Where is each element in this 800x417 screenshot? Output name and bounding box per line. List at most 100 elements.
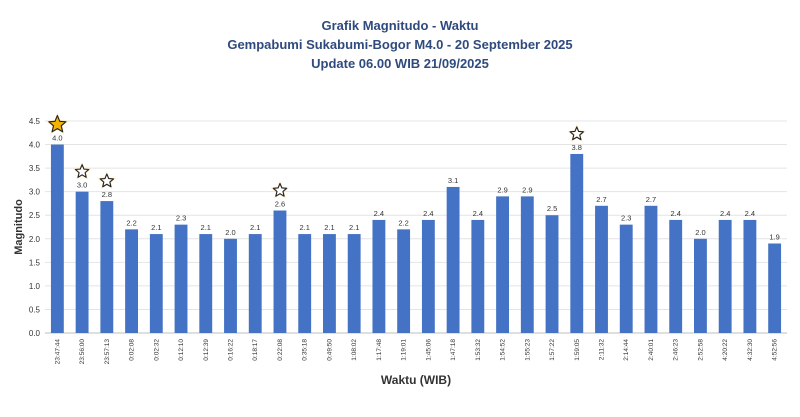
data-label: 2.1 <box>151 223 161 232</box>
data-label: 3.1 <box>448 176 458 185</box>
data-label: 2.1 <box>349 223 359 232</box>
bar <box>125 229 138 333</box>
bar <box>520 196 534 333</box>
data-label: 2.4 <box>745 209 755 218</box>
x-tick-label: 0:12:10 <box>178 339 185 361</box>
x-tick-label: 2:40:01 <box>648 339 655 361</box>
star-icon <box>48 115 67 133</box>
x-tick-label: 0:12:39 <box>203 339 210 361</box>
bar <box>545 215 559 333</box>
bar <box>718 219 732 333</box>
data-label: 4.0 <box>52 134 62 143</box>
x-tick-label: 2:46:23 <box>673 339 680 361</box>
x-tick-label: 0:02:32 <box>153 339 160 361</box>
x-tick-label: 1:57:22 <box>549 339 556 361</box>
bar <box>619 224 633 333</box>
x-tick-label: 2:52:58 <box>697 339 704 361</box>
bar <box>347 234 361 333</box>
x-tick-label: 1:55:23 <box>524 339 531 361</box>
chart-subtitle: Gempabumi Sukabumi-Bogor M4.0 - 20 Septe… <box>227 37 573 52</box>
data-label: 2.1 <box>201 223 211 232</box>
bar <box>199 234 213 333</box>
data-label: 2.2 <box>126 218 136 227</box>
x-tick-label: 1:59:05 <box>574 339 581 361</box>
x-tick-label: 2:11:32 <box>599 339 606 361</box>
y-tick-label: 3.0 <box>29 188 41 197</box>
data-label: 3.8 <box>572 143 582 152</box>
y-tick-label: 1.0 <box>29 282 41 291</box>
y-tick-label: 4.0 <box>29 141 41 150</box>
data-label: 2.4 <box>473 209 483 218</box>
chart-titles: Grafik Magnitudo - Waktu Gempabumi Sukab… <box>0 16 800 73</box>
data-label: 2.3 <box>176 214 186 223</box>
x-tick-label: 1:54:52 <box>500 339 507 361</box>
y-tick-label: 2.5 <box>29 211 41 220</box>
bar <box>644 205 658 333</box>
x-tick-label: 1:19:01 <box>401 339 408 361</box>
data-label: 2.1 <box>250 223 260 232</box>
x-tick-label: 4:52:56 <box>772 339 779 361</box>
bar <box>149 234 163 333</box>
data-label: 2.0 <box>695 228 705 237</box>
data-label: 2.4 <box>423 209 433 218</box>
data-label: 2.4 <box>374 209 384 218</box>
data-label: 2.3 <box>621 214 631 223</box>
x-tick-label: 23:56:00 <box>79 339 86 365</box>
chart-update-note: Update 06.00 WIB 21/09/2025 <box>311 56 489 71</box>
x-tick-label: 23:47:44 <box>54 339 61 365</box>
data-label: 2.1 <box>299 223 309 232</box>
bar <box>273 210 287 333</box>
data-label: 2.7 <box>596 195 606 204</box>
data-label: 2.7 <box>646 195 656 204</box>
bar <box>595 205 608 333</box>
data-label: 2.9 <box>497 185 507 194</box>
bar <box>496 196 509 333</box>
bar <box>421 219 435 333</box>
x-axis-label: Waktu (WIB) <box>381 373 451 387</box>
data-label: 2.4 <box>670 209 680 218</box>
data-label: 3.0 <box>77 181 87 190</box>
x-tick-label: 1:47:18 <box>450 339 457 361</box>
bar <box>372 219 386 333</box>
x-tick-label: 4:20:22 <box>722 339 729 361</box>
y-axis-label: Magnitudo <box>13 199 25 255</box>
bar <box>100 201 114 333</box>
x-tick-label: 1:53:32 <box>475 339 482 361</box>
x-tick-label: 0:02:08 <box>129 339 136 361</box>
x-tick-label: 1:08:02 <box>351 339 358 361</box>
bar <box>174 224 188 333</box>
data-label: 2.9 <box>522 185 532 194</box>
y-tick-label: 3.5 <box>29 164 41 173</box>
x-tick-label: 23:57:13 <box>104 339 111 365</box>
bar <box>298 234 312 333</box>
x-tick-label: 0:18:17 <box>252 339 259 361</box>
x-tick-label: 0:49:50 <box>326 339 333 361</box>
bar <box>694 238 707 333</box>
x-tick-label: 2:14:44 <box>623 339 630 361</box>
y-tick-label: 4.5 <box>29 117 41 126</box>
data-label: 2.6 <box>275 200 285 209</box>
bar <box>768 243 782 333</box>
chart-title: Grafik Magnitudo - Waktu <box>321 18 479 33</box>
x-tick-label: 0:16:22 <box>228 339 235 361</box>
x-tick-label: 1:17:48 <box>376 339 383 361</box>
bar <box>224 238 237 333</box>
bar <box>397 229 411 333</box>
x-tick-label: 4:32:30 <box>747 339 754 361</box>
bar <box>669 219 683 333</box>
bar <box>50 144 64 333</box>
data-label: 2.0 <box>225 228 235 237</box>
data-label: 2.5 <box>547 204 557 213</box>
bar <box>446 186 460 333</box>
bar <box>471 219 485 333</box>
data-label: 2.1 <box>324 223 334 232</box>
bar <box>570 153 584 333</box>
x-tick-label: 0:35:18 <box>302 339 309 361</box>
star-icon <box>272 182 288 197</box>
data-label: 2.2 <box>398 218 408 227</box>
star-icon <box>569 126 584 141</box>
y-tick-label: 0.5 <box>29 305 41 314</box>
y-tick-label: 1.5 <box>29 258 41 267</box>
